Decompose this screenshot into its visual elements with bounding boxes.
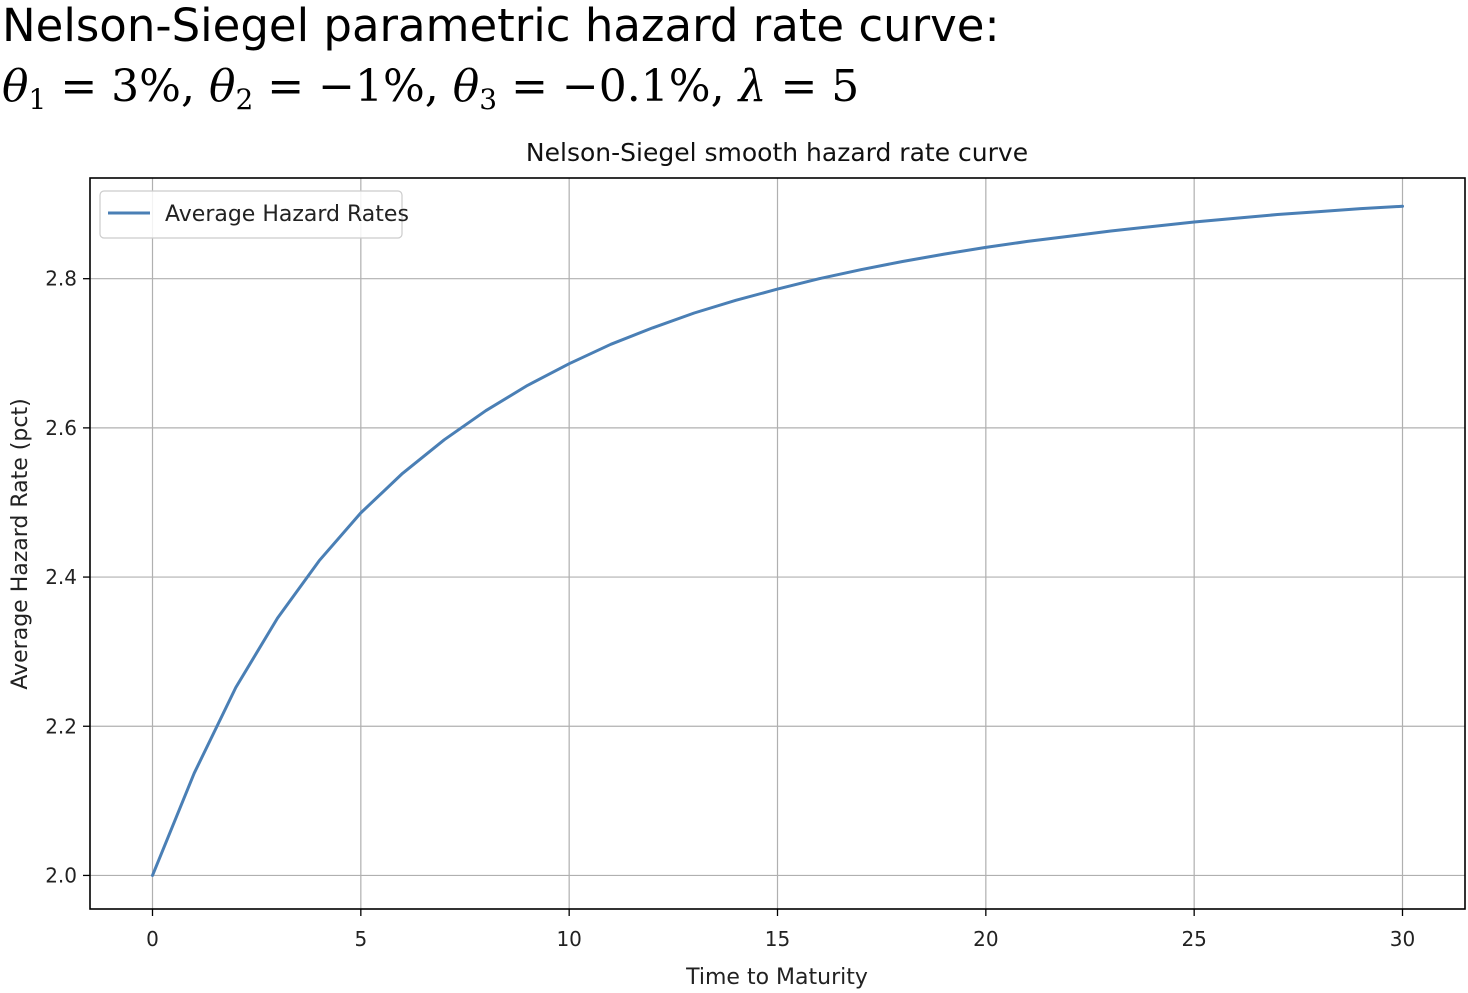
theta2-symbol: θ	[208, 61, 236, 112]
lambda-value: = 5	[766, 61, 860, 112]
legend: Average Hazard Rates	[99, 190, 409, 239]
theta3-subscript: 3	[479, 83, 498, 116]
x-tick-label: 5	[354, 927, 367, 951]
x-tick-label: 20	[973, 927, 998, 951]
x-axis-ticks: 0 5 10 15 20 25 30	[146, 909, 1415, 951]
x-tick-label: 10	[556, 927, 581, 951]
theta3-value: = −0.1%,	[497, 61, 739, 112]
theta1-subscript: 1	[28, 83, 47, 116]
x-axis-label: Time to Maturity	[685, 965, 868, 990]
y-tick-label: 2.4	[45, 565, 77, 589]
series-layer	[151, 204, 1404, 877]
x-tick-label: 30	[1390, 927, 1415, 951]
x-tick-label: 25	[1181, 927, 1206, 951]
x-tick-label: 15	[765, 927, 790, 951]
grid-lines	[90, 178, 1465, 909]
theta2-subscript: 2	[235, 83, 254, 116]
y-tick-label: 2.0	[45, 863, 77, 887]
legend-label: Average Hazard Rates	[165, 202, 409, 227]
y-tick-label: 2.2	[45, 714, 77, 738]
theta1-symbol: θ	[2, 61, 29, 112]
series-line-average-hazard-rates	[151, 204, 1404, 877]
x-tick-label: 0	[146, 927, 159, 951]
legend-box	[99, 190, 403, 239]
heading-title: Nelson-Siegel parametric hazard rate cur…	[2, 0, 1000, 52]
theta1-value: = 3%,	[46, 61, 209, 112]
y-axis-label: Average Hazard Rate (pct)	[8, 398, 33, 689]
y-tick-label: 2.8	[45, 267, 77, 291]
y-axis-ticks: 2.0 2.2 2.4 2.6 2.8	[45, 267, 90, 887]
figure-heading: Nelson-Siegel parametric hazard rate cur…	[0, 0, 1468, 126]
chart-title: Nelson-Siegel smooth hazard rate curve	[526, 138, 1028, 167]
heading-parameters: θ1 = 3%, θ2 = −1%, θ3 = −0.1%, λ = 5	[2, 60, 859, 114]
y-tick-label: 2.6	[45, 416, 77, 440]
theta2-value: = −1%,	[253, 61, 453, 112]
lambda-symbol: λ	[738, 61, 767, 112]
theta3-symbol: θ	[452, 61, 480, 112]
